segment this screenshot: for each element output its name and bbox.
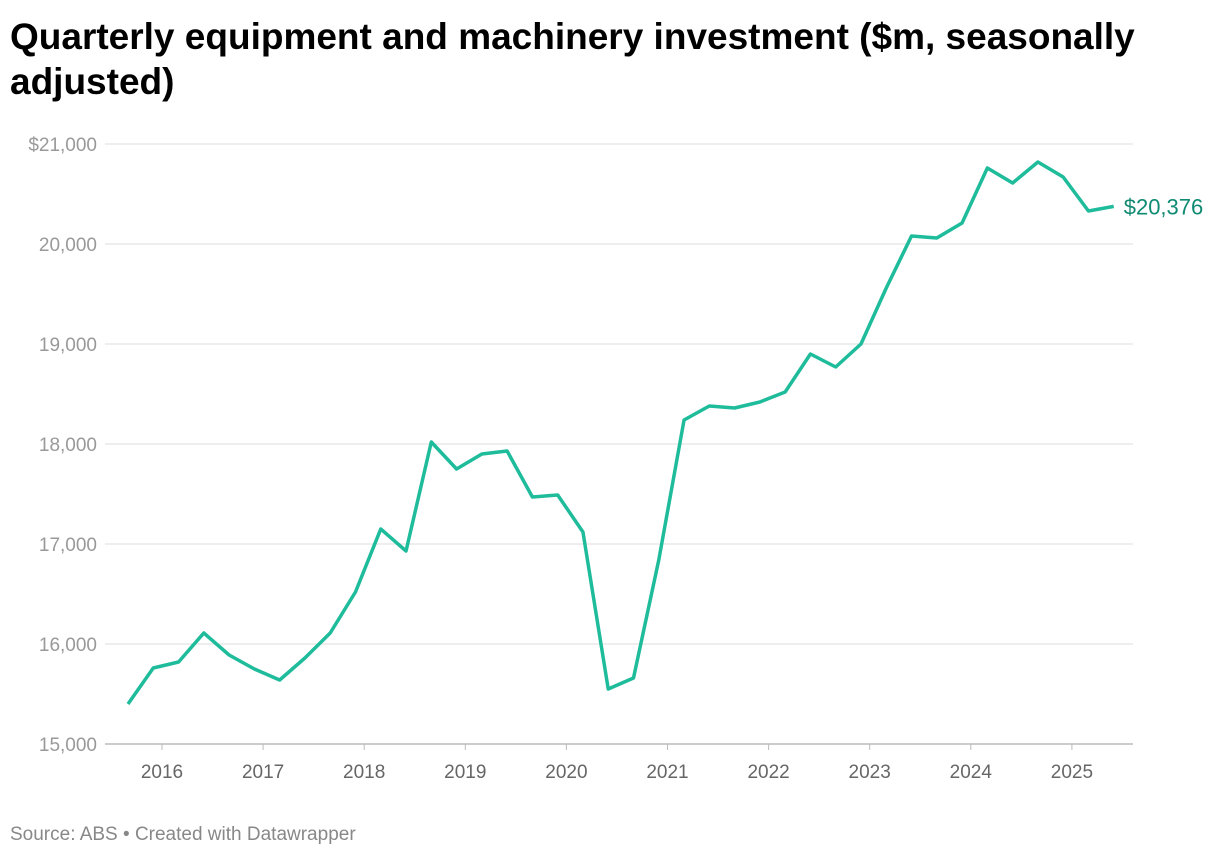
x-tick-label: 2016 — [141, 762, 183, 783]
y-tick-label: 19,000 — [39, 335, 97, 356]
y-tick-label: 17,000 — [39, 535, 97, 556]
source-footer: Source: ABS • Created with Datawrapper — [10, 824, 356, 845]
x-tick-label: 2022 — [747, 762, 789, 783]
x-tick-label: 2021 — [646, 762, 688, 783]
x-tick-label: 2024 — [950, 762, 993, 783]
x-tick-label: 2017 — [242, 762, 284, 783]
y-tick-label: 20,000 — [39, 235, 97, 256]
x-tick-label: 2023 — [849, 762, 891, 783]
x-tick-label: 2025 — [1051, 762, 1093, 783]
y-tick-label: 15,000 — [39, 735, 97, 756]
series-line — [126, 160, 1115, 706]
chart-title: Quarterly equipment and machinery invest… — [10, 16, 1135, 102]
x-tick-label: 2019 — [444, 762, 486, 783]
end-value-label: $20,376 — [1124, 194, 1204, 219]
x-tick-label: 2020 — [545, 762, 587, 783]
y-tick-label: 18,000 — [39, 435, 97, 456]
x-tick-label: 2018 — [343, 762, 385, 783]
y-tick-label: 16,000 — [39, 635, 97, 656]
y-tick-label: $21,000 — [28, 135, 97, 156]
